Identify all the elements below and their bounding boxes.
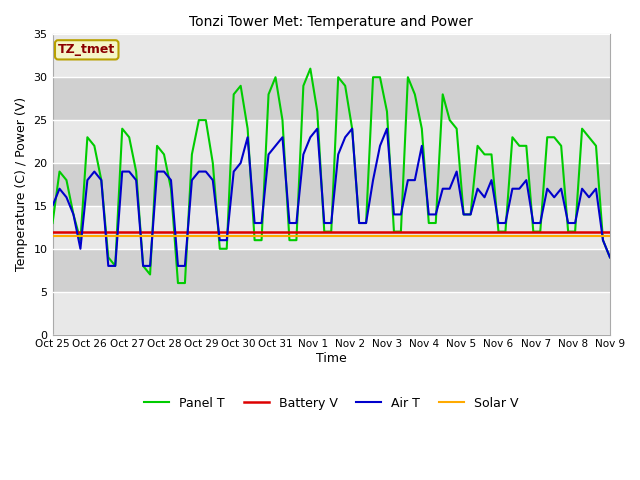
Air T <box>564 220 572 226</box>
Battery V <box>460 228 467 234</box>
Battery V <box>529 228 537 234</box>
Panel T <box>174 280 182 286</box>
Panel T <box>411 92 419 97</box>
Solar V <box>460 233 467 239</box>
Battery V <box>502 228 509 234</box>
Line: Panel T: Panel T <box>52 69 610 283</box>
Panel T <box>564 228 572 234</box>
Air T <box>49 203 56 209</box>
Bar <box>52 35 610 77</box>
Battery V <box>550 228 558 234</box>
Battery V <box>355 228 363 234</box>
Panel T <box>474 143 481 149</box>
Bar <box>52 120 610 163</box>
Bar <box>52 292 610 335</box>
X-axis label: Time: Time <box>316 352 347 365</box>
Solar V <box>529 233 537 239</box>
Text: TZ_tmet: TZ_tmet <box>58 43 115 56</box>
Battery V <box>397 228 404 234</box>
Panel T <box>307 66 314 72</box>
Solar V <box>49 233 56 239</box>
Y-axis label: Temperature (C) / Power (V): Temperature (C) / Power (V) <box>15 97 28 272</box>
Panel T <box>606 254 614 260</box>
Solar V <box>502 233 509 239</box>
Air T <box>606 254 614 260</box>
Air T <box>411 177 419 183</box>
Bar <box>52 77 610 120</box>
Air T <box>543 186 551 192</box>
Battery V <box>606 228 614 234</box>
Line: Air T: Air T <box>52 129 610 266</box>
Title: Tonzi Tower Met: Temperature and Power: Tonzi Tower Met: Temperature and Power <box>189 15 473 29</box>
Air T <box>104 263 112 269</box>
Panel T <box>516 143 524 149</box>
Panel T <box>369 74 377 80</box>
Bar <box>52 163 610 206</box>
Air T <box>314 126 321 132</box>
Solar V <box>606 233 614 239</box>
Air T <box>369 177 377 183</box>
Battery V <box>49 228 56 234</box>
Air T <box>516 186 524 192</box>
Bar <box>52 206 610 249</box>
Solar V <box>355 233 363 239</box>
Panel T <box>543 134 551 140</box>
Legend: Panel T, Battery V, Air T, Solar V: Panel T, Battery V, Air T, Solar V <box>139 392 524 415</box>
Bar <box>52 249 610 292</box>
Solar V <box>550 233 558 239</box>
Solar V <box>397 233 404 239</box>
Air T <box>474 186 481 192</box>
Panel T <box>49 220 56 226</box>
